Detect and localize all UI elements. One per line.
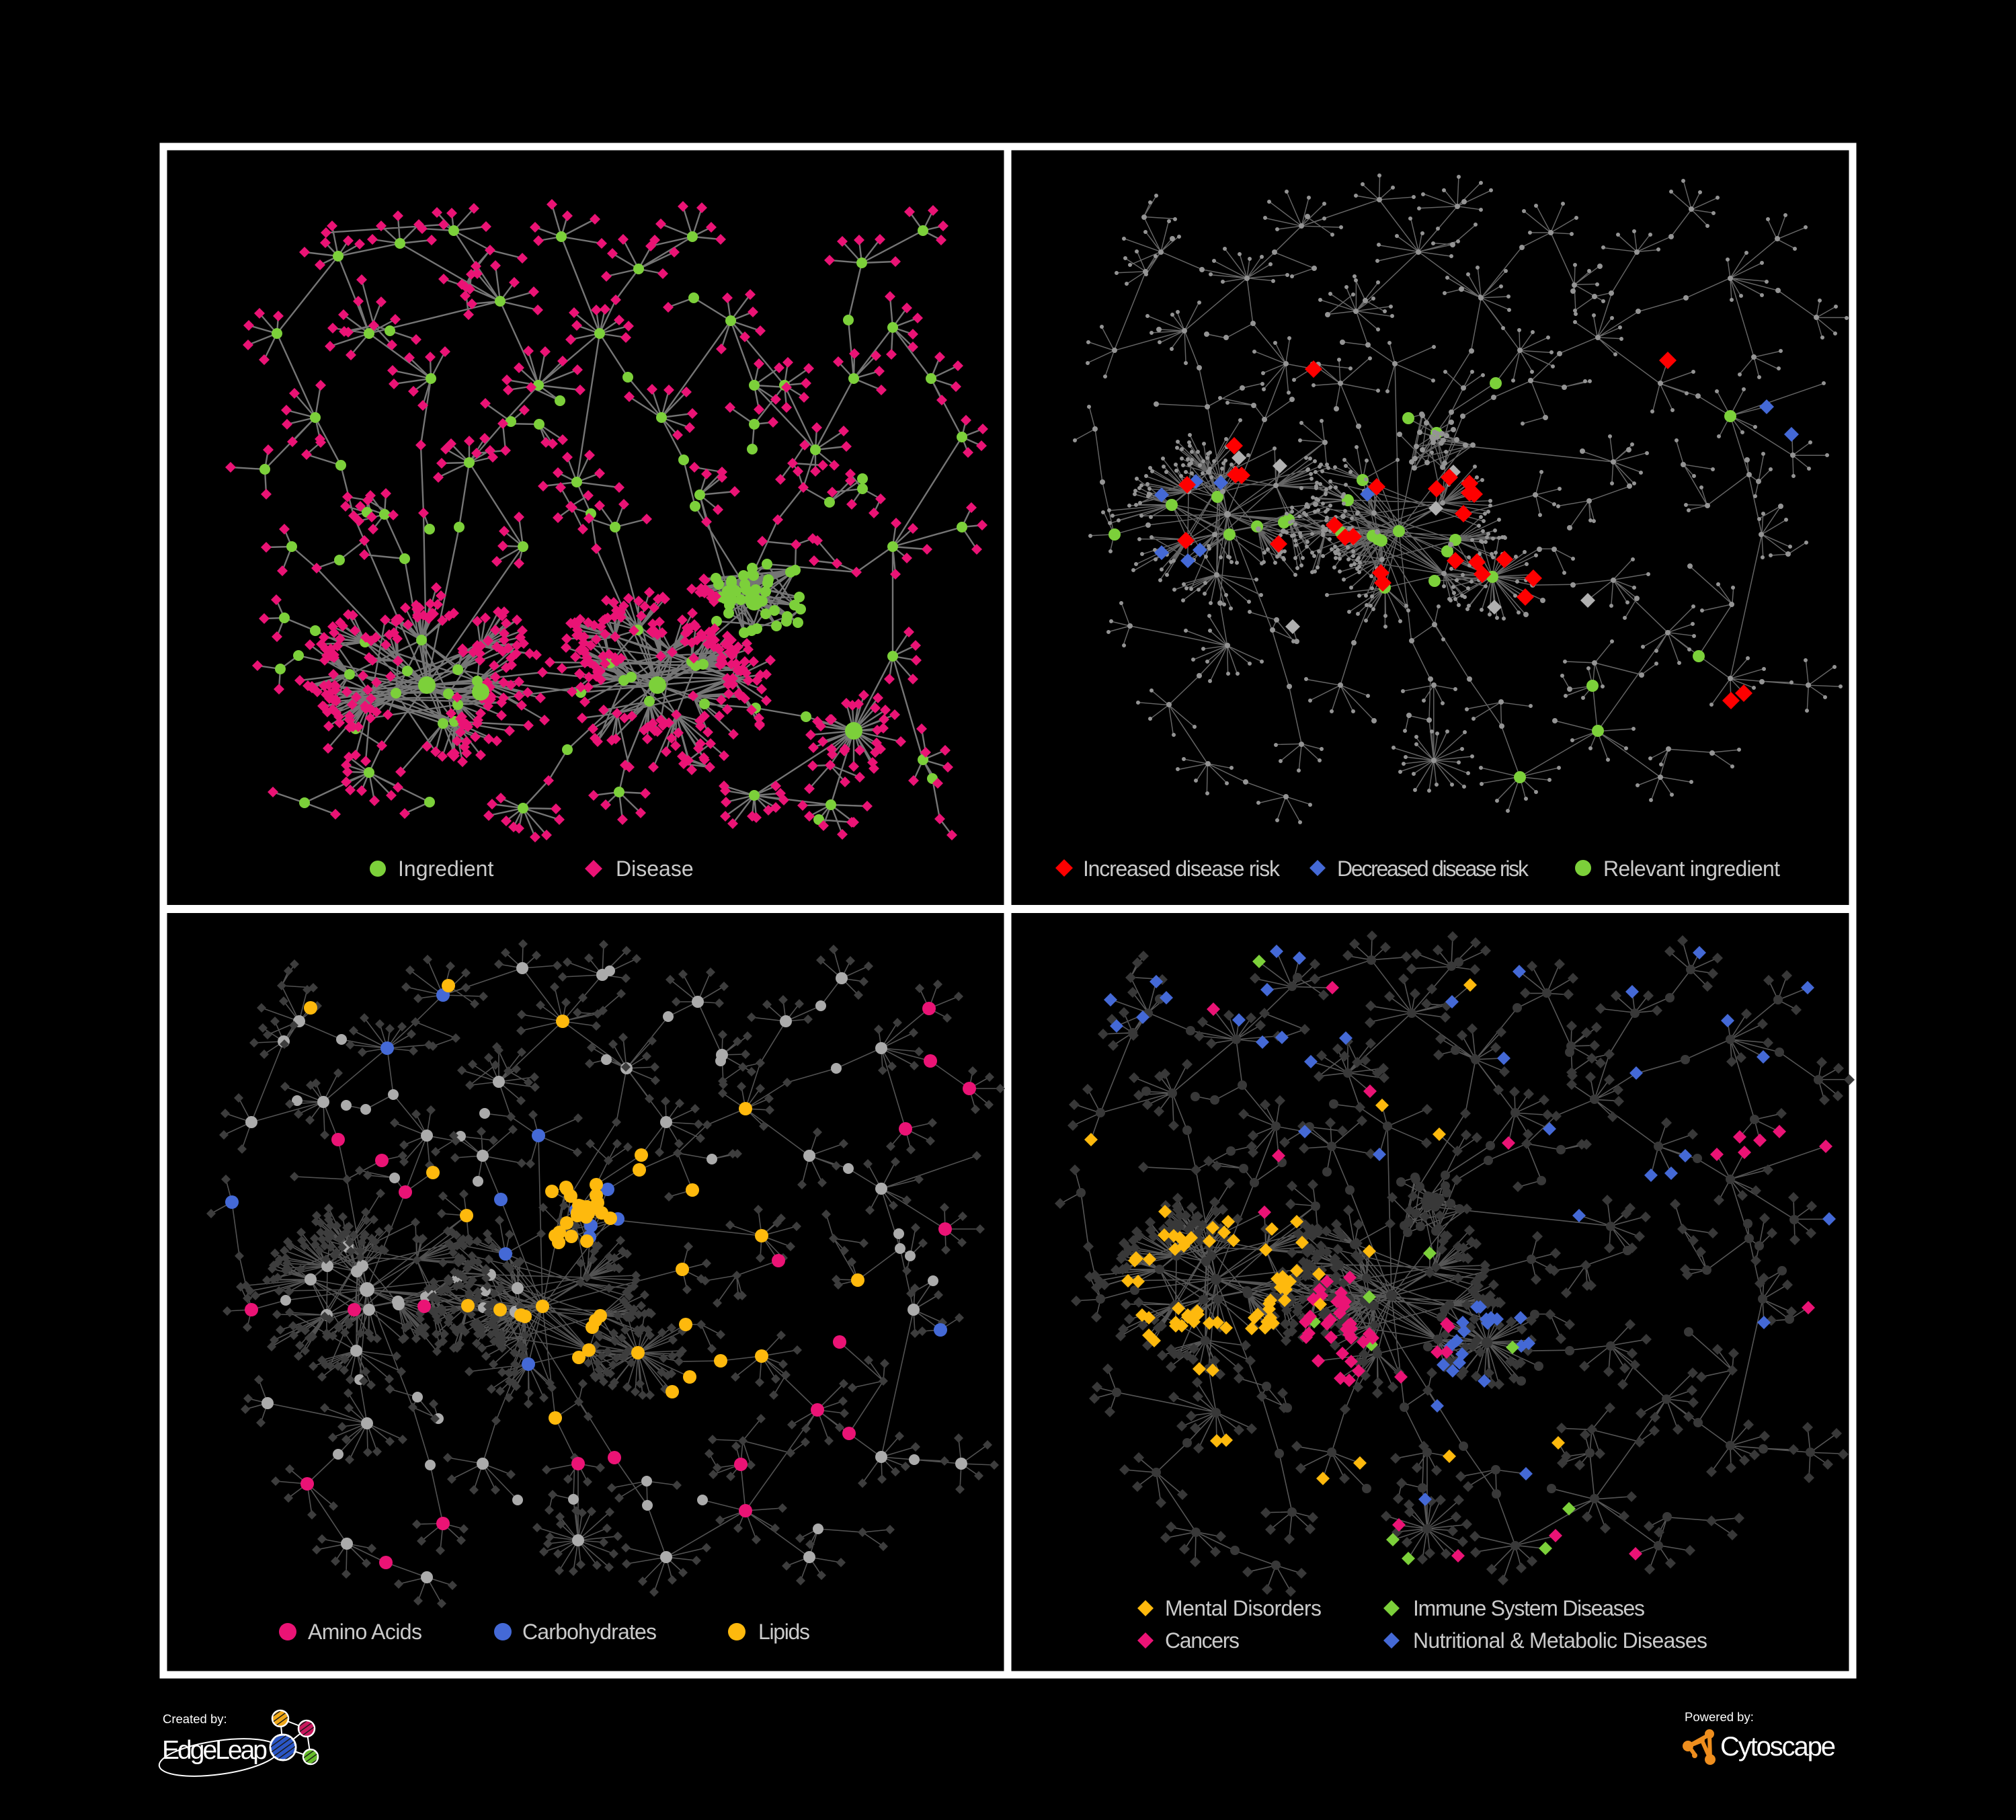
svg-text:Powered by:: Powered by: xyxy=(1685,1710,1754,1724)
svg-text:Amino Acids: Amino Acids xyxy=(308,1620,422,1644)
svg-text:Lipids: Lipids xyxy=(758,1620,810,1644)
svg-text:Cancers: Cancers xyxy=(1165,1628,1240,1653)
svg-text:Cytoscape: Cytoscape xyxy=(1720,1732,1836,1762)
svg-text:Decreased disease risk: Decreased disease risk xyxy=(1337,857,1529,881)
svg-text:Ingredient: Ingredient xyxy=(398,857,493,881)
svg-text:Disease: Disease xyxy=(616,857,694,881)
svg-text:Increased disease risk: Increased disease risk xyxy=(1083,857,1281,881)
svg-text:Created by:: Created by: xyxy=(163,1712,227,1726)
svg-text:Relevant ingredient: Relevant ingredient xyxy=(1603,857,1780,881)
svg-text:Mental Disorders: Mental Disorders xyxy=(1165,1596,1322,1620)
svg-text:Nutritional & Metabolic Diseas: Nutritional & Metabolic Diseases xyxy=(1413,1628,1707,1653)
svg-text:Immune System Diseases: Immune System Diseases xyxy=(1413,1596,1645,1620)
svg-text:Carbohydrates: Carbohydrates xyxy=(522,1620,657,1644)
